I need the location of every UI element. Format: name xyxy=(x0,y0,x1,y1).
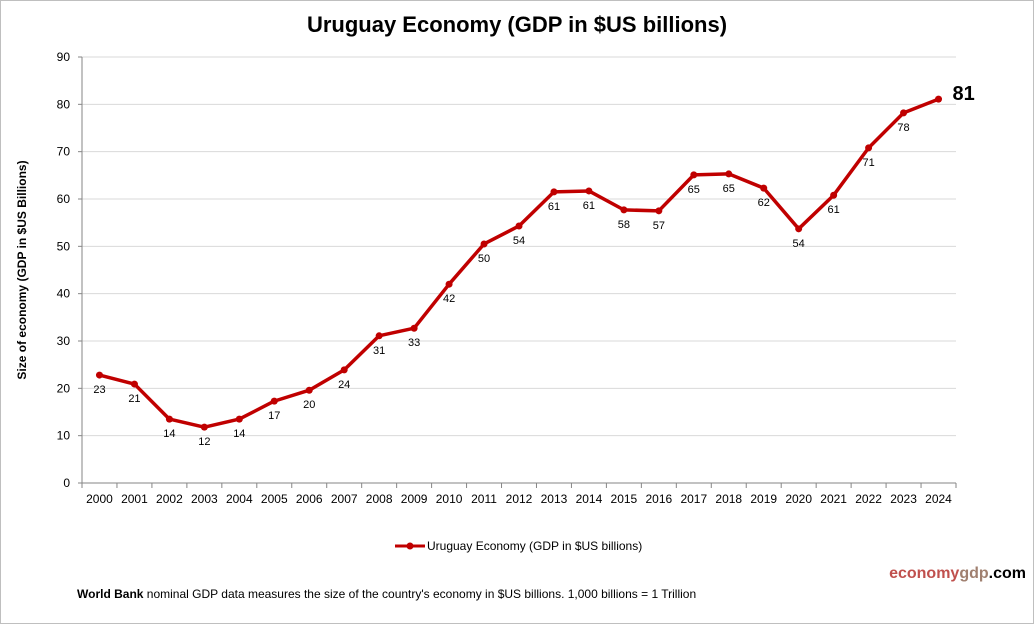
data-label: 61 xyxy=(583,200,595,212)
data-point xyxy=(865,144,873,152)
data-label: 78 xyxy=(897,122,909,134)
data-label: 21 xyxy=(128,393,140,405)
chart-title: Uruguay Economy (GDP in $US billions) xyxy=(306,12,728,37)
x-tick-label: 2007 xyxy=(331,492,358,506)
data-point xyxy=(585,187,593,195)
data-point xyxy=(620,206,628,214)
data-point xyxy=(95,371,103,379)
data-label: 54 xyxy=(793,238,805,250)
data-label: 71 xyxy=(862,157,874,169)
data-point xyxy=(760,184,768,192)
x-tick-label: 2014 xyxy=(576,492,603,506)
y-axis-label: Size of economy (GDP in $US Billions) xyxy=(15,160,29,379)
data-label: 12 xyxy=(198,436,210,448)
data-label: 23 xyxy=(93,384,105,396)
legend-label: Uruguay Economy (GDP in $US billions) xyxy=(427,539,643,553)
y-tick-label: 90 xyxy=(57,50,71,64)
x-tick-label: 2018 xyxy=(715,492,742,506)
data-label: 65 xyxy=(688,184,700,196)
data-label: 17 xyxy=(268,410,280,422)
footer-text: nominal GDP data measures the size of th… xyxy=(143,587,697,601)
x-tick-label: 2010 xyxy=(436,492,463,506)
x-tick-label: 2003 xyxy=(191,492,218,506)
y-tick-label: 10 xyxy=(57,429,71,443)
data-point xyxy=(340,366,348,374)
legend: Uruguay Economy (GDP in $US billions) xyxy=(395,539,642,553)
data-point xyxy=(655,207,663,215)
y-tick-label: 50 xyxy=(57,239,71,253)
x-tick-label: 2023 xyxy=(890,492,917,506)
series-line xyxy=(99,97,940,429)
brand-logo[interactable]: economygdp.com xyxy=(889,565,1026,583)
data-point xyxy=(515,222,523,230)
x-tick-label: 2005 xyxy=(261,492,288,506)
x-tick-label: 2015 xyxy=(611,492,638,506)
x-tick-label: 2002 xyxy=(156,492,183,506)
y-tick-label: 70 xyxy=(57,145,71,159)
x-tick-label: 2008 xyxy=(366,492,393,506)
data-point xyxy=(900,109,908,117)
data-label: 61 xyxy=(548,201,560,213)
data-point xyxy=(795,225,803,233)
data-point xyxy=(935,95,943,103)
data-point xyxy=(445,280,453,288)
data-point xyxy=(830,191,838,199)
data-label: 81 xyxy=(953,83,975,105)
data-label: 33 xyxy=(408,337,420,349)
y-tick-label: 0 xyxy=(63,476,70,490)
data-label: 61 xyxy=(828,204,840,216)
x-tick-label: 2009 xyxy=(401,492,428,506)
data-point xyxy=(375,332,383,340)
brand-part-1: economy xyxy=(889,565,960,582)
data-label: 50 xyxy=(478,253,490,265)
data-label: 20 xyxy=(303,399,315,411)
x-tick-label: 2013 xyxy=(541,492,568,506)
y-tick-label: 60 xyxy=(57,192,71,206)
data-point xyxy=(305,386,313,394)
x-tick-label: 2017 xyxy=(680,492,707,506)
y-tick-label: 40 xyxy=(57,287,71,301)
x-tick-label: 2004 xyxy=(226,492,253,506)
footer-source: World Bank xyxy=(77,587,144,601)
data-point xyxy=(130,380,138,388)
brand-part-3: .com xyxy=(988,565,1026,582)
y-tick-label: 20 xyxy=(57,381,71,395)
legend-marker xyxy=(395,542,425,550)
x-tick-label: 2011 xyxy=(471,492,497,506)
data-point xyxy=(550,188,558,196)
x-tick-label: 2001 xyxy=(121,492,148,506)
data-point xyxy=(690,171,698,179)
data-label: 65 xyxy=(723,183,735,195)
data-point xyxy=(165,415,173,423)
footer-note: World Bank nominal GDP data measures the… xyxy=(77,587,696,601)
x-tick-label: 2000 xyxy=(86,492,113,506)
x-tick-label: 2024 xyxy=(925,492,952,506)
data-label: 57 xyxy=(653,220,665,232)
x-tick-label: 2019 xyxy=(750,492,777,506)
data-label: 14 xyxy=(163,428,175,440)
data-point xyxy=(235,415,243,423)
x-tick-label: 2006 xyxy=(296,492,323,506)
data-point xyxy=(410,324,418,332)
x-tick-label: 2012 xyxy=(506,492,533,506)
brand-part-2: gdp xyxy=(959,565,989,582)
data-label: 14 xyxy=(233,428,245,440)
data-label: 24 xyxy=(338,379,350,391)
data-label: 42 xyxy=(443,293,455,305)
data-label: 31 xyxy=(373,345,385,357)
data-label: 62 xyxy=(758,197,770,209)
data-point xyxy=(725,170,733,178)
x-tick-label: 2021 xyxy=(820,492,847,506)
data-label: 58 xyxy=(618,219,630,231)
data-point xyxy=(200,423,208,431)
x-tick-label: 2016 xyxy=(645,492,672,506)
x-tick-label: 2020 xyxy=(785,492,812,506)
data-point xyxy=(480,240,488,248)
y-tick-label: 30 xyxy=(57,334,71,348)
y-tick-label: 80 xyxy=(57,97,71,111)
data-label: 54 xyxy=(513,235,525,247)
x-tick-label: 2022 xyxy=(855,492,882,506)
data-point xyxy=(270,397,278,405)
